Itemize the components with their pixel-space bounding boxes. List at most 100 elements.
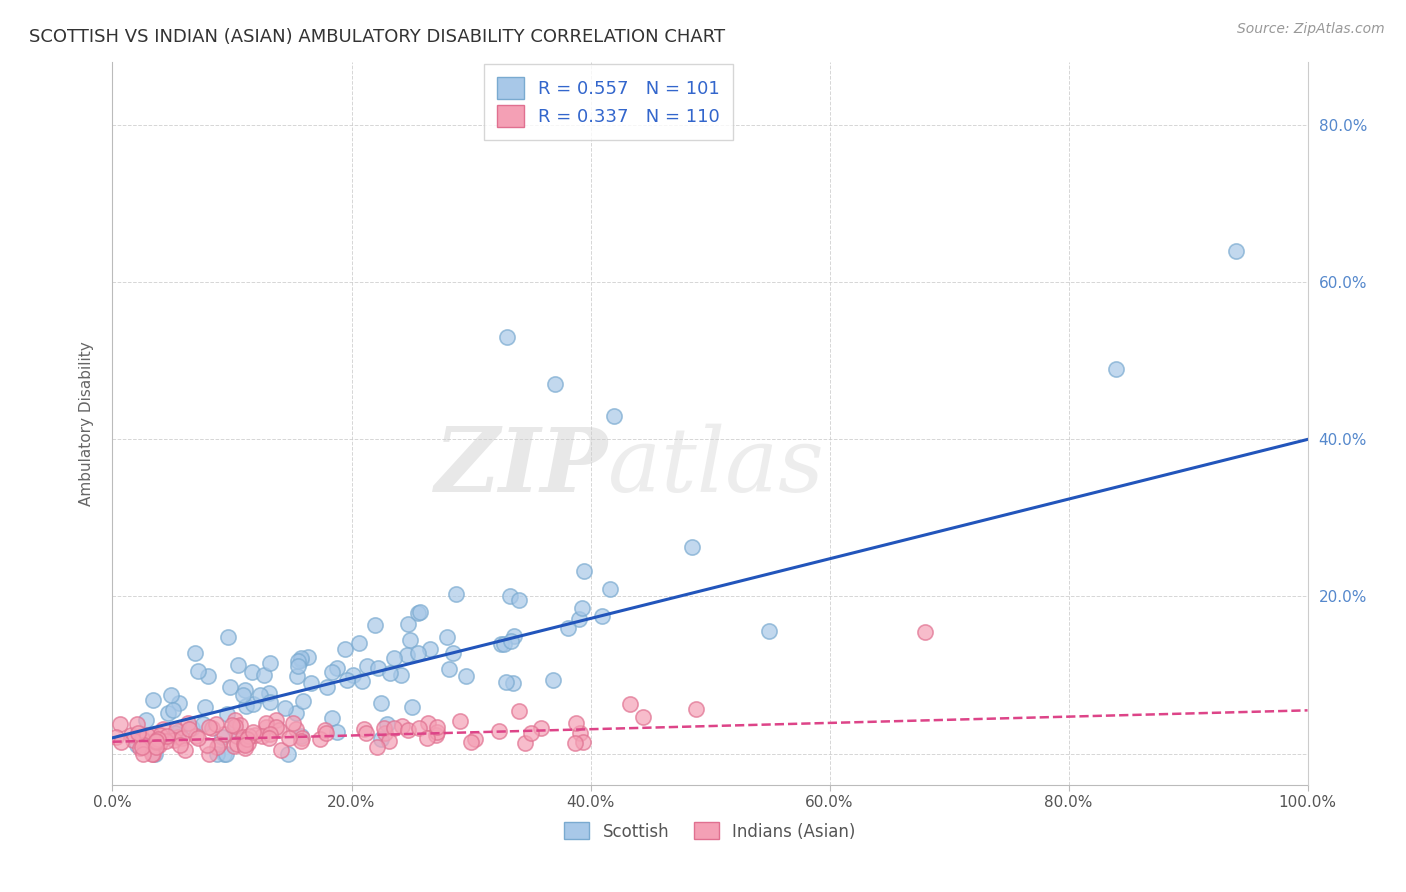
- Scottish: [187, 664, 209, 678]
- Scottish: [436, 631, 458, 645]
- Scottish: [758, 624, 780, 638]
- Indians (Asian): [281, 716, 304, 731]
- Scottish: [572, 564, 595, 578]
- Scottish: [287, 659, 309, 673]
- Scottish: [285, 706, 308, 720]
- Indians (Asian): [226, 730, 249, 744]
- Scottish: [156, 706, 179, 721]
- Scottish: [396, 617, 419, 632]
- Indians (Asian): [145, 734, 167, 748]
- Indians (Asian): [238, 729, 260, 743]
- Scottish: [333, 642, 356, 657]
- Scottish: [375, 716, 398, 731]
- Scottish: [211, 730, 233, 744]
- Indians (Asian): [391, 719, 413, 733]
- Indians (Asian): [120, 728, 142, 742]
- Scottish: [215, 706, 238, 721]
- Indians (Asian): [309, 732, 332, 747]
- Scottish: [325, 725, 347, 739]
- Indians (Asian): [145, 734, 167, 748]
- Indians (Asian): [513, 736, 536, 750]
- Indians (Asian): [141, 747, 163, 761]
- Indians (Asian): [254, 715, 277, 730]
- Indians (Asian): [177, 723, 200, 737]
- Indians (Asian): [408, 722, 430, 736]
- Indians (Asian): [142, 747, 165, 761]
- Indians (Asian): [259, 727, 281, 741]
- Indians (Asian): [530, 721, 553, 735]
- Y-axis label: Ambulatory Disability: Ambulatory Disability: [79, 342, 94, 506]
- Scottish: [350, 673, 373, 688]
- Indians (Asian): [224, 719, 246, 733]
- Scottish: [299, 676, 322, 690]
- Indians (Asian): [314, 723, 336, 737]
- Indians (Asian): [450, 714, 472, 729]
- Indians (Asian): [291, 731, 314, 746]
- Scottish: [321, 665, 343, 679]
- Indians (Asian): [425, 728, 447, 742]
- Scottish: [233, 682, 256, 697]
- Indians (Asian): [571, 735, 593, 749]
- Indians (Asian): [169, 738, 191, 752]
- Indians (Asian): [378, 734, 401, 748]
- Indians (Asian): [195, 738, 218, 752]
- Scottish: [456, 669, 478, 683]
- Indians (Asian): [165, 723, 187, 738]
- Scottish: [437, 662, 460, 676]
- Scottish: [599, 582, 621, 597]
- Scottish: [603, 409, 626, 423]
- Scottish: [370, 696, 392, 710]
- Indians (Asian): [200, 721, 222, 735]
- Indians (Asian): [685, 702, 707, 716]
- Scottish: [274, 701, 297, 715]
- Scottish: [567, 612, 589, 626]
- Scottish: [277, 747, 299, 761]
- Indians (Asian): [396, 723, 419, 737]
- Scottish: [197, 669, 219, 683]
- Indians (Asian): [198, 747, 221, 761]
- Scottish: [226, 657, 249, 672]
- Scottish: [399, 633, 422, 648]
- Indians (Asian): [131, 731, 153, 746]
- Scottish: [162, 703, 184, 717]
- Scottish: [1105, 361, 1128, 376]
- Scottish: [287, 654, 309, 668]
- Scottish: [215, 747, 238, 761]
- Indians (Asian): [270, 743, 292, 757]
- Scottish: [378, 665, 401, 680]
- Indians (Asian): [141, 728, 163, 742]
- Indians (Asian): [170, 731, 193, 745]
- Scottish: [167, 723, 190, 738]
- Indians (Asian): [104, 731, 127, 745]
- Indians (Asian): [354, 726, 377, 740]
- Scottish: [502, 676, 524, 690]
- Scottish: [184, 646, 207, 660]
- Indians (Asian): [243, 727, 266, 741]
- Indians (Asian): [127, 726, 149, 740]
- Indians (Asian): [148, 731, 170, 746]
- Scottish: [290, 653, 312, 667]
- Scottish: [290, 651, 312, 665]
- Indians (Asian): [382, 721, 405, 735]
- Indians (Asian): [128, 740, 150, 755]
- Scottish: [543, 377, 565, 392]
- Scottish: [495, 675, 517, 690]
- Indians (Asian): [224, 739, 246, 753]
- Scottish: [1225, 244, 1247, 258]
- Indians (Asian): [148, 739, 170, 753]
- Scottish: [489, 636, 512, 650]
- Text: SCOTTISH VS INDIAN (ASIAN) AMBULATORY DISABILITY CORRELATION CHART: SCOTTISH VS INDIAN (ASIAN) AMBULATORY DI…: [28, 28, 725, 45]
- Scottish: [315, 680, 337, 694]
- Scottish: [367, 661, 389, 675]
- Scottish: [194, 700, 217, 714]
- Scottish: [142, 693, 165, 707]
- Scottish: [492, 637, 515, 651]
- Scottish: [207, 747, 229, 761]
- Indians (Asian): [125, 717, 148, 731]
- Scottish: [406, 606, 429, 620]
- Indians (Asian): [145, 739, 167, 754]
- Scottish: [446, 586, 468, 600]
- Scottish: [401, 700, 423, 714]
- Scottish: [370, 731, 392, 746]
- Scottish: [214, 747, 236, 761]
